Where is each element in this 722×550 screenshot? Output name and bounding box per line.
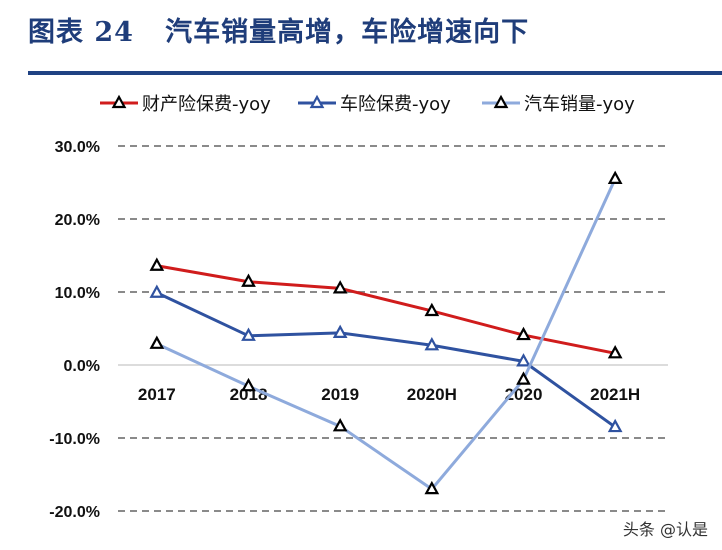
series-line [156, 178, 617, 492]
x-tick-label: 2021H [590, 385, 640, 404]
data-point-marker [516, 353, 531, 367]
data-point-marker [516, 371, 531, 385]
legend-marker [111, 94, 127, 109]
title-divider [28, 71, 722, 75]
data-point-marker [332, 418, 348, 432]
legend-marker [493, 94, 509, 109]
x-tick-label: 2019 [321, 385, 359, 404]
legend-label: 汽车销量-yoy [524, 94, 635, 115]
y-tick-label: 20.0% [55, 212, 100, 229]
data-point-marker [149, 284, 165, 298]
data-point-marker [149, 257, 165, 271]
data-point-marker [241, 327, 256, 341]
data-point-marker [607, 345, 623, 359]
figure-title: 图表 24 汽车销量高增，车险增速向下 [28, 17, 530, 48]
y-tick-label: 10.0% [55, 285, 100, 302]
data-point-marker [516, 326, 531, 341]
data-point-marker [424, 337, 440, 351]
legend-label: 财产险保费-yoy [142, 94, 271, 115]
y-tick-label: 30.0% [55, 139, 100, 156]
data-point-marker [149, 335, 165, 349]
data-point-marker [332, 280, 348, 294]
data-point-marker [424, 302, 440, 317]
y-tick-label: 0.0% [64, 358, 100, 375]
data-point-marker [241, 273, 256, 287]
y-tick-label: -10.0% [49, 431, 100, 448]
data-point-marker [241, 377, 256, 392]
data-point-marker [607, 418, 623, 433]
data-point-marker [607, 170, 623, 184]
series-line [156, 264, 616, 355]
legend-label: 车险保费-yoy [340, 94, 451, 115]
x-tick-label: 2017 [138, 385, 176, 404]
x-tick-label: 2020H [407, 385, 457, 404]
legend-marker [309, 94, 325, 109]
series-line [156, 291, 617, 429]
data-point-marker [332, 324, 348, 338]
y-tick-label: -20.0% [49, 504, 100, 521]
watermark: 头条 @认是 [622, 520, 708, 539]
data-point-marker [424, 480, 440, 495]
